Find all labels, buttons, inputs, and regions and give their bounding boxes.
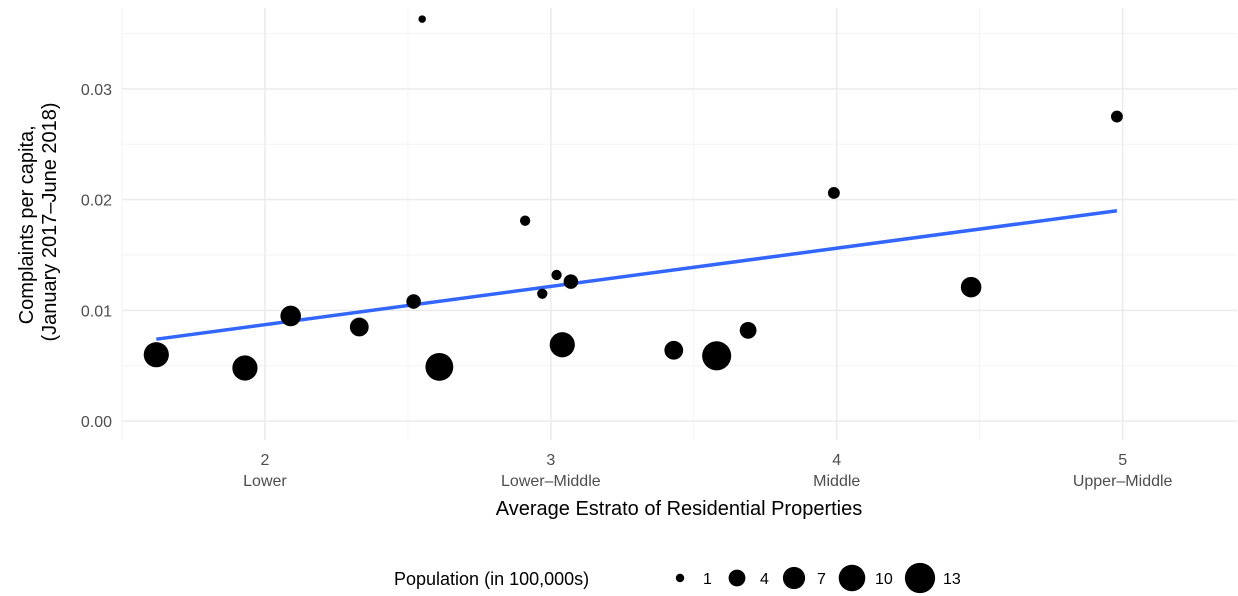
legend-key-label: 13: [943, 571, 961, 588]
y-tick-label: 0.03: [81, 82, 112, 99]
x-tick-sublabel: Lower: [243, 473, 287, 490]
grid: [121, 8, 1237, 440]
legend-key-label: 10: [875, 571, 893, 588]
x-axis-ticks: 2 Lower 3 Lower–Middle 4 Middle 5 Upper–Middle: [243, 452, 1172, 490]
y-axis-title-line-1: Complaints per capita,: [16, 125, 38, 324]
legend-key-circle: [838, 564, 866, 592]
data-point: [406, 294, 421, 309]
x-tick-sublabel: Middle: [813, 473, 860, 490]
y-tick-label: 0.01: [81, 303, 112, 320]
trend-layer: [156, 208, 1118, 341]
x-tick-label: 5: [1118, 452, 1127, 469]
data-point: [1110, 110, 1123, 123]
legend-key-label: 7: [817, 571, 826, 588]
data-point: [280, 305, 301, 327]
legend-key-circle: [675, 573, 685, 583]
data-point: [702, 341, 732, 371]
legend-key-circle: [728, 569, 746, 587]
legend-key-label: 1: [703, 571, 712, 588]
plot-area: [121, 8, 1237, 440]
data-point: [425, 352, 454, 381]
legend-key-label: 4: [760, 571, 769, 588]
x-tick-label: 4: [832, 452, 841, 469]
legend-keys: 1 4 7 10 13: [675, 562, 961, 594]
data-point: [537, 288, 548, 299]
data-point: [664, 340, 684, 360]
points-layer: [143, 15, 1123, 381]
y-axis-ticks: 0.00 0.01 0.02 0.03: [81, 82, 112, 431]
data-point: [563, 274, 579, 289]
legend-key-circle: [904, 562, 936, 594]
data-point: [232, 355, 258, 381]
y-axis-title-line-2: (January 2017–June 2018): [39, 102, 61, 341]
x-axis-title: Average Estrato of Residential Propertie…: [496, 498, 863, 520]
data-point: [519, 215, 531, 226]
x-tick-label: 3: [546, 452, 555, 469]
data-point: [418, 15, 426, 23]
trend-line: [156, 208, 1118, 341]
data-point: [549, 332, 575, 358]
x-tick-label: 2: [260, 452, 269, 469]
legend-title: Population (in 100,000s): [394, 569, 589, 589]
data-point: [960, 276, 982, 298]
data-point: [827, 187, 840, 199]
y-tick-label: 0.02: [81, 193, 112, 210]
x-tick-sublabel: Upper–Middle: [1073, 473, 1173, 490]
data-point: [143, 342, 169, 368]
data-point: [739, 321, 757, 339]
y-tick-label: 0.00: [81, 414, 112, 431]
legend: Population (in 100,000s) 1 4 7 10 13: [394, 562, 961, 594]
data-point: [551, 269, 562, 281]
x-tick-sublabel: Lower–Middle: [501, 473, 601, 490]
legend-key-circle: [782, 566, 806, 590]
y-axis-title: Complaints per capita, (January 2017–Jun…: [16, 102, 61, 341]
data-point: [349, 317, 369, 337]
